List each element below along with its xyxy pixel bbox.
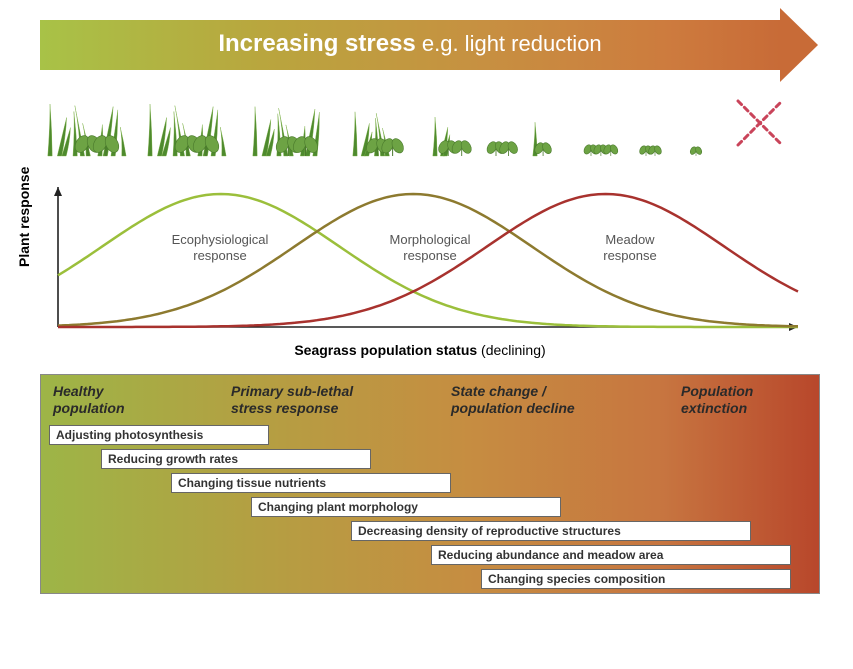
response-bar: Changing tissue nutrients <box>171 473 451 493</box>
response-bar: Decreasing density of reproductive struc… <box>351 521 751 541</box>
response-chart: Plant response Seagrass population statu… <box>40 172 820 362</box>
seagrass-illustration <box>40 78 820 168</box>
stage-header: Populationextinction <box>681 383 753 417</box>
response-bar: Adjusting photosynthesis <box>49 425 269 445</box>
response-bar: Changing plant morphology <box>251 497 561 517</box>
status-panel: Healthypopulation Primary sub-lethalstres… <box>40 374 820 594</box>
arrow-label: Increasing stress e.g. light reduction <box>40 30 780 58</box>
stress-arrow: Increasing stress e.g. light reduction <box>40 20 820 70</box>
arrow-label-rest: e.g. light reduction <box>416 31 602 56</box>
response-bar: Reducing growth rates <box>101 449 371 469</box>
stage-header: Primary sub-lethalstress response <box>231 383 353 417</box>
curve-label: Meadowresponse <box>560 232 700 263</box>
response-bar: Reducing abundance and meadow area <box>431 545 791 565</box>
x-axis-label-bold: Seagrass population status <box>294 342 477 358</box>
stage-header: Healthypopulation <box>53 383 125 417</box>
x-axis-label: Seagrass population status (declining) <box>40 342 800 358</box>
response-bar: Changing species composition <box>481 569 791 589</box>
arrow-label-bold: Increasing stress <box>218 30 415 57</box>
stage-header: State change /population decline <box>451 383 575 417</box>
arrow-head-icon <box>780 8 818 82</box>
curve-label: Morphologicalresponse <box>360 232 500 263</box>
x-axis-label-rest: (declining) <box>477 342 545 358</box>
curve-label: Ecophysiologicalresponse <box>150 232 290 263</box>
y-axis-label: Plant response <box>16 167 32 267</box>
